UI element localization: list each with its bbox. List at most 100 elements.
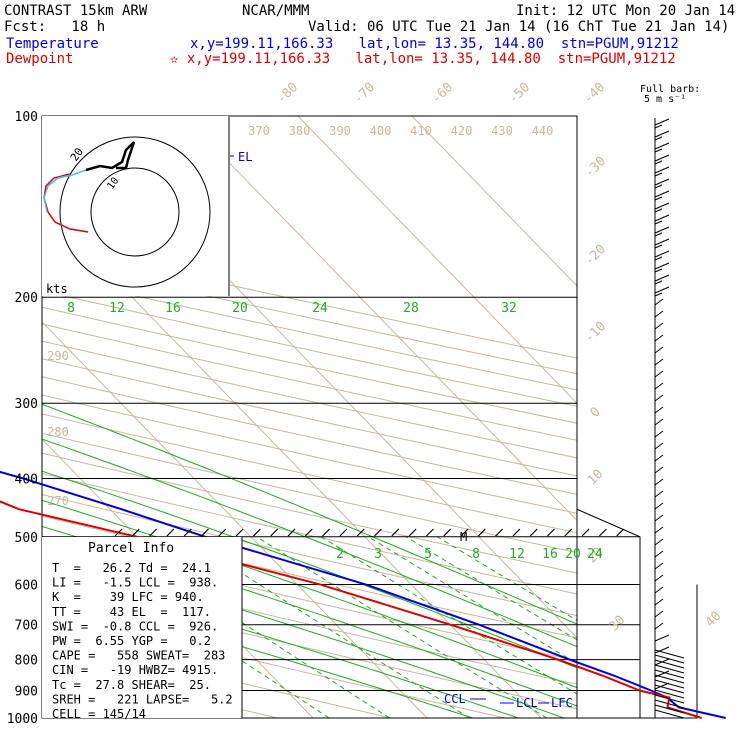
wind-barb — [654, 346, 664, 354]
hatch-mark — [339, 528, 348, 537]
mixing-ratio-label: 8 — [67, 301, 75, 316]
hatch-mark — [201, 528, 209, 537]
hatch-mark — [512, 528, 521, 537]
forecast-hour: Fcst: 18 h — [4, 19, 106, 35]
pressure-tick-label: 800 — [15, 654, 38, 669]
wind-barb — [654, 669, 685, 679]
hatch-mark — [252, 528, 261, 537]
isotherm-line — [183, 116, 577, 522]
hatch-mark — [374, 528, 382, 537]
dry-adiabat — [42, 306, 577, 424]
hatch-mark — [529, 528, 538, 537]
wind-barb — [654, 664, 685, 674]
wind-barb — [654, 466, 664, 474]
wind-barb — [654, 214, 670, 222]
mixing-ratio-label: 16 — [542, 547, 558, 562]
parcel-info-row: T = 26.2 Td = 24.1 — [52, 561, 211, 575]
dry-adiabat — [42, 290, 577, 407]
wind-barb — [654, 689, 685, 699]
wind-barb — [654, 674, 685, 684]
dry-adiabat — [42, 608, 506, 718]
wind-barb-half — [654, 172, 663, 177]
parcel-info-row: CELL = 145/14 — [52, 707, 146, 721]
wind-barb — [654, 310, 664, 318]
wind-barb-half — [654, 124, 663, 129]
wind-barb-half — [654, 196, 663, 201]
chart-title: CONTRAST 15km ARW — [4, 3, 148, 19]
isotherm-tick-label: 10 — [585, 467, 607, 489]
dry-adiabat — [42, 584, 577, 710]
isotherm-tick-label: -10 — [582, 319, 609, 346]
hatch-mark — [564, 528, 573, 537]
theta-tick-label: 280 — [47, 425, 69, 439]
moist-adiabat — [42, 403, 577, 625]
pressure-tick-label: 500 — [15, 531, 38, 546]
wind-barb — [654, 622, 664, 630]
hatch-mark — [408, 528, 417, 537]
wind-barb — [654, 654, 685, 664]
chart-series — [0, 470, 726, 719]
hatch-mark — [391, 528, 400, 537]
wind-barb-half — [654, 268, 663, 273]
hodograph-ring-label: 20 — [68, 145, 86, 163]
dry-adiabat — [42, 452, 577, 574]
mixing-ratio-label: 12 — [509, 547, 525, 562]
hodograph-unit-label: kts — [46, 282, 68, 296]
parcel-info-row: TT = 43 EL = 117. — [52, 605, 211, 619]
wind-barb — [654, 394, 664, 402]
wind-barb — [654, 370, 664, 378]
theta-tick-label: 410 — [410, 124, 432, 138]
wind-barb — [654, 586, 664, 594]
wind-barb-half — [654, 256, 663, 261]
hatch-mark — [616, 528, 625, 537]
dewpoint-legend: Dewpoint — [6, 51, 74, 67]
parcel-info-row: Tc = 27.8 SHEAR= 25. — [52, 678, 211, 692]
wind-barb — [654, 322, 664, 330]
wind-barb-half — [654, 232, 663, 237]
mixing-ratio-label: 5 — [424, 547, 432, 562]
hatch-mark — [166, 528, 175, 537]
wind-barb — [654, 262, 670, 270]
pressure-tick-label: 100 — [15, 110, 38, 125]
ccl-label: CCL — [444, 692, 466, 706]
mixing-ratio-label: 8 — [472, 547, 480, 562]
dry-adiabat — [42, 274, 577, 391]
theta-tick-label: 400 — [370, 124, 392, 138]
wind-barb — [654, 679, 685, 689]
hatch-mark — [598, 528, 607, 537]
hatch-mark — [287, 528, 296, 537]
wind-barb — [654, 226, 670, 234]
wind-barb-half — [654, 184, 663, 189]
wind-barb — [654, 682, 670, 690]
moist-adiabat — [42, 499, 577, 689]
hatch-mark — [304, 528, 313, 537]
mixing-ratio-line — [368, 536, 577, 665]
wind-barb — [654, 709, 685, 719]
theta-tick-label: 290 — [47, 349, 69, 363]
wind-barb — [654, 166, 670, 174]
init-time: Init: 12 UTC Mon 20 Jan 14 — [516, 3, 736, 19]
wind-barb-half — [654, 208, 663, 213]
wind-barb-half — [654, 136, 663, 141]
hatch-mark — [322, 528, 331, 537]
isotherm-tick-label: 40 — [703, 609, 725, 631]
wind-barb — [654, 649, 685, 659]
isotherm-tick-label: -30 — [582, 154, 609, 181]
isotherm-tick-label: 30 — [607, 613, 629, 635]
hatch-mark — [443, 528, 452, 537]
mixing-ratio-label: 24 — [587, 547, 603, 562]
wind-barb — [654, 382, 664, 390]
hodograph-ring — [59, 136, 211, 288]
wind-barb — [654, 550, 664, 558]
wind-barb — [654, 574, 664, 582]
parcel-info-row: CIN = -19 HWBZ= 4915. — [52, 663, 218, 677]
parcel-info-row: LI = -1.5 LCL = 938. — [52, 576, 218, 590]
wind-barb — [654, 478, 664, 486]
isotherm-tick-label: 0 — [587, 404, 603, 420]
hatch-mark — [114, 528, 123, 537]
moist-adiabat — [42, 589, 473, 718]
dewpoint-location: ✫ x,y=199.11,166.33 lat,lon= 13.35, 144.… — [170, 51, 676, 67]
dry-adiabat — [42, 494, 577, 617]
wind-barb — [654, 454, 664, 462]
isotherm-line — [297, 116, 577, 404]
